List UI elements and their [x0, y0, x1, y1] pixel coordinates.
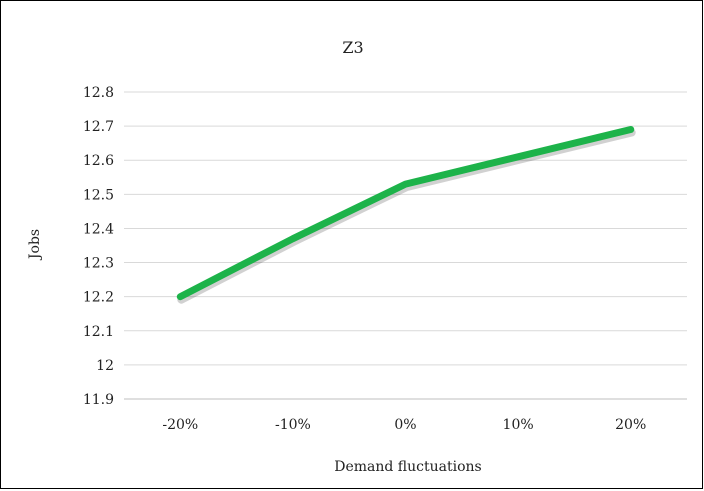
y-tick-label: 12.3 [83, 256, 114, 272]
y-tick-label: 12.1 [83, 324, 114, 340]
y-tick-label: 12.5 [83, 187, 114, 203]
series-line [176, 126, 635, 301]
series-line-shadow [177, 128, 636, 304]
x-tick-label: -20% [162, 417, 198, 433]
x-tick-labels: -20% -10% 0% 10% 20% [162, 417, 646, 433]
y-tick-label: 11.9 [83, 392, 114, 408]
series-lines [176, 126, 636, 304]
y-tick-labels: 11.9 12 12.1 12.2 12.3 12.4 12.5 12.6 12.7 12.8 [83, 85, 114, 408]
y-axis-title: Jobs [27, 229, 43, 261]
data-point [517, 156, 519, 158]
x-tick-label: 0% [394, 417, 416, 433]
data-point [292, 238, 294, 240]
y-tick-label: 12.6 [83, 153, 114, 169]
gridlines [124, 91, 687, 366]
y-tick-label: 12 [96, 358, 114, 374]
x-tick-label: 20% [615, 417, 646, 433]
y-tick-label: 12.7 [83, 119, 114, 135]
data-point [179, 296, 181, 298]
y-tick-label: 12.2 [83, 290, 114, 306]
y-tick-label: 12.4 [83, 221, 114, 237]
x-tick-label: -10% [275, 417, 311, 433]
data-point [630, 129, 632, 131]
x-axis-title: Demand fluctuations [334, 459, 481, 475]
data-point [405, 183, 406, 185]
chart-title: Z3 [342, 38, 363, 57]
y-tick-label: 12.8 [83, 85, 114, 101]
x-tick-label: 10% [503, 417, 534, 433]
